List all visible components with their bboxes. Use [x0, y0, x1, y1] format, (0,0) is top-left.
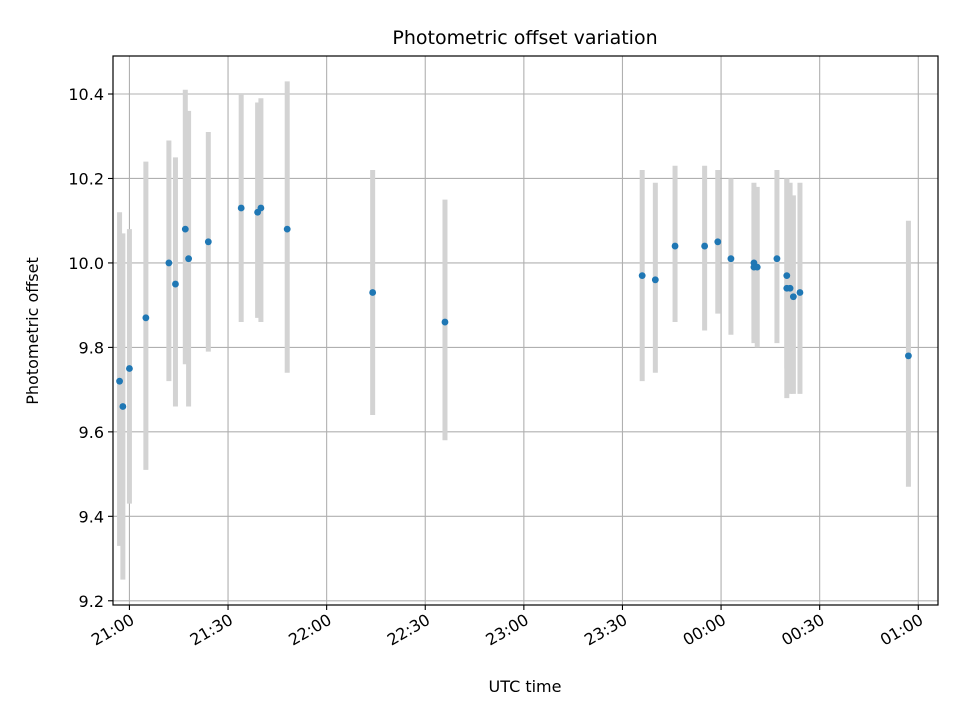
grid: [113, 56, 938, 605]
data-points: [116, 204, 912, 410]
data-point: [714, 238, 722, 246]
y-tick-label: 9.4: [79, 507, 104, 526]
data-point: [369, 289, 377, 296]
data-point: [181, 225, 189, 233]
y-axis-ticks: 9.2 9.4 9.6 9.8 10.0 10.2 10.4: [68, 85, 113, 611]
data-point: [119, 403, 127, 410]
data-point: [905, 352, 912, 360]
plot-frame: [112, 55, 939, 606]
data-point: [116, 377, 123, 385]
data-point: [671, 242, 679, 250]
data-point: [172, 280, 179, 288]
y-tick-label: 9.8: [79, 338, 104, 357]
data-point: [257, 204, 265, 212]
data-point: [786, 284, 794, 292]
data-point: [237, 204, 245, 212]
data-point: [126, 365, 133, 372]
data-point: [796, 289, 804, 296]
y-tick-label: 10.2: [68, 169, 104, 188]
data-point: [783, 272, 791, 279]
y-tick-label: 9.6: [79, 423, 104, 442]
data-point: [638, 272, 646, 279]
data-point: [185, 255, 192, 263]
y-tick-label: 10.0: [68, 254, 104, 273]
data-point: [789, 293, 797, 301]
chart-title: Photometric offset variation: [392, 27, 657, 49]
data-point: [441, 318, 449, 326]
data-point: [204, 238, 212, 246]
y-tick-label: 9.2: [79, 592, 104, 611]
y-tick-label: 10.4: [68, 85, 104, 104]
x-axis-label: UTC time: [489, 677, 562, 696]
y-axis-label: Photometric offset: [23, 257, 42, 405]
data-point: [283, 225, 291, 233]
data-point: [701, 242, 709, 250]
data-point: [651, 276, 659, 284]
data-point: [142, 314, 150, 322]
data-point: [753, 263, 761, 271]
data-point: [165, 259, 173, 267]
data-point: [727, 255, 735, 263]
data-point: [773, 255, 781, 263]
